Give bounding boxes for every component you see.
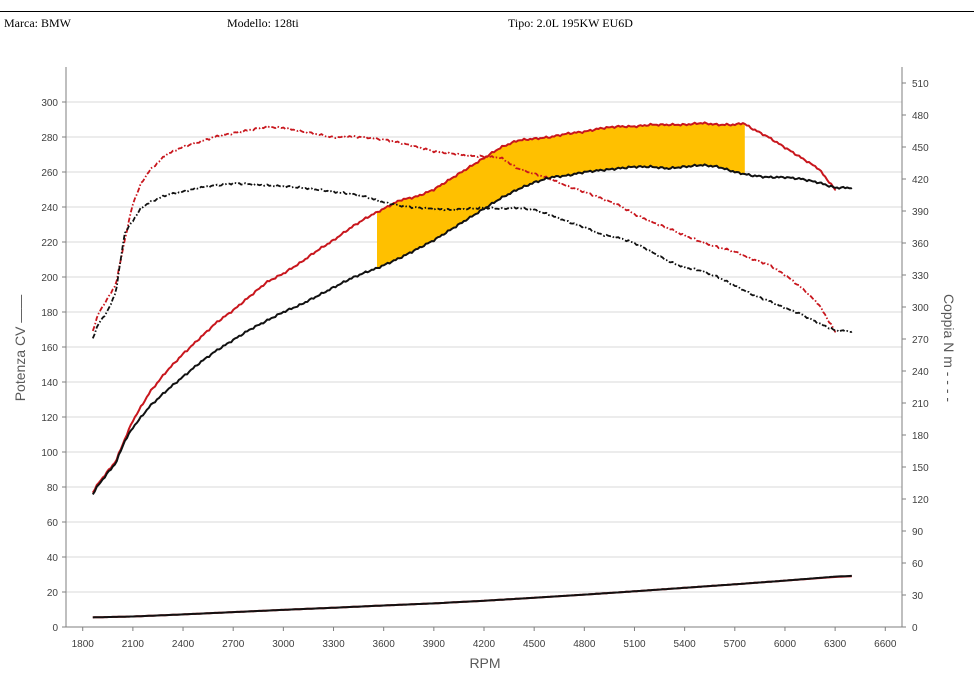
tick-label-y: 220 bbox=[41, 238, 58, 249]
axes: 0 20 40 60 80 100 120 140 160 180 200 220 240 260 280 3… bbox=[41, 67, 929, 650]
tick-label-y2: 90 bbox=[912, 527, 924, 538]
tick-label-x: 5700 bbox=[724, 639, 747, 650]
tick-label-x: 3300 bbox=[322, 639, 345, 650]
series-line-coppia-elaborata bbox=[91, 124, 836, 333]
header-tipo: Tipo: 2.0L 195KW EU6D bbox=[508, 16, 633, 30]
tick-label-x: 6600 bbox=[874, 639, 897, 650]
y-axis-label: Potenza CV —— bbox=[12, 295, 28, 402]
series-line-curva-inferiore-originale bbox=[92, 574, 853, 619]
tick-label-y2: 0 bbox=[912, 623, 918, 634]
tick-label-y2: 210 bbox=[912, 399, 929, 410]
tick-label-x: 6300 bbox=[824, 639, 847, 650]
tick-label-y: 0 bbox=[52, 623, 58, 634]
tick-label-x: 3900 bbox=[423, 639, 446, 650]
tick-label-y: 60 bbox=[47, 518, 59, 529]
tick-label-x: 4800 bbox=[573, 639, 596, 650]
tick-label-y2: 240 bbox=[912, 367, 929, 378]
tick-label-y: 120 bbox=[41, 413, 58, 424]
tick-label-x: 3600 bbox=[373, 639, 396, 650]
tick-label-y: 100 bbox=[41, 448, 58, 459]
tick-label-y: 240 bbox=[41, 203, 58, 214]
tick-label-y2: 390 bbox=[912, 207, 929, 218]
tick-label-x: 1800 bbox=[72, 639, 95, 650]
tick-label-y2: 360 bbox=[912, 239, 929, 250]
tick-label-y2: 270 bbox=[912, 335, 929, 346]
header-modello: Modello: 128ti bbox=[227, 16, 299, 30]
y2-axis-label: Coppia N m - - - - bbox=[941, 294, 957, 402]
tick-label-y: 300 bbox=[41, 98, 58, 109]
tick-label-y2: 420 bbox=[912, 175, 929, 186]
tick-label-y2: 510 bbox=[912, 79, 929, 90]
tick-label-y: 200 bbox=[41, 273, 58, 284]
tick-label-y2: 480 bbox=[912, 111, 929, 122]
tick-label-x: 5100 bbox=[623, 639, 646, 650]
tick-label-y2: 330 bbox=[912, 271, 929, 282]
tick-label-x: 2400 bbox=[172, 639, 195, 650]
tick-label-y: 40 bbox=[47, 553, 59, 564]
header-rule bbox=[0, 11, 974, 12]
tick-label-y: 80 bbox=[47, 483, 59, 494]
gain-fill bbox=[377, 123, 745, 269]
tick-label-y2: 150 bbox=[912, 463, 929, 474]
tick-label-y: 260 bbox=[41, 168, 58, 179]
tick-label-x: 4500 bbox=[523, 639, 546, 650]
tick-label-x: 6000 bbox=[774, 639, 797, 650]
tick-label-y: 20 bbox=[47, 588, 59, 599]
tick-label-y2: 180 bbox=[912, 431, 929, 442]
tick-label-y: 180 bbox=[41, 308, 58, 319]
tick-label-y2: 300 bbox=[912, 303, 929, 314]
tick-label-y2: 30 bbox=[912, 591, 924, 602]
x-axis-label: RPM bbox=[469, 655, 500, 671]
series-lines bbox=[91, 121, 853, 619]
tick-label-x: 4200 bbox=[473, 639, 496, 650]
series-line-coppia-originale bbox=[91, 181, 853, 339]
gain-area bbox=[377, 123, 745, 269]
tick-label-y: 160 bbox=[41, 343, 58, 354]
tick-label-y2: 120 bbox=[912, 495, 929, 506]
tick-label-y: 140 bbox=[41, 378, 58, 389]
tick-label-y2: 60 bbox=[912, 559, 924, 570]
series-line-potenza-originale bbox=[91, 163, 853, 495]
tick-label-x: 2700 bbox=[222, 639, 245, 650]
series-line-potenza-elaborata bbox=[91, 121, 837, 494]
tick-label-x: 2100 bbox=[122, 639, 145, 650]
tick-label-y: 280 bbox=[41, 133, 58, 144]
tick-label-y2: 450 bbox=[912, 143, 929, 154]
header-marca: Marca: BMW bbox=[4, 16, 71, 30]
tick-label-x: 5400 bbox=[674, 639, 697, 650]
series-line-curva-inferiore-elaborata bbox=[92, 575, 853, 619]
tick-label-x: 3000 bbox=[272, 639, 295, 650]
